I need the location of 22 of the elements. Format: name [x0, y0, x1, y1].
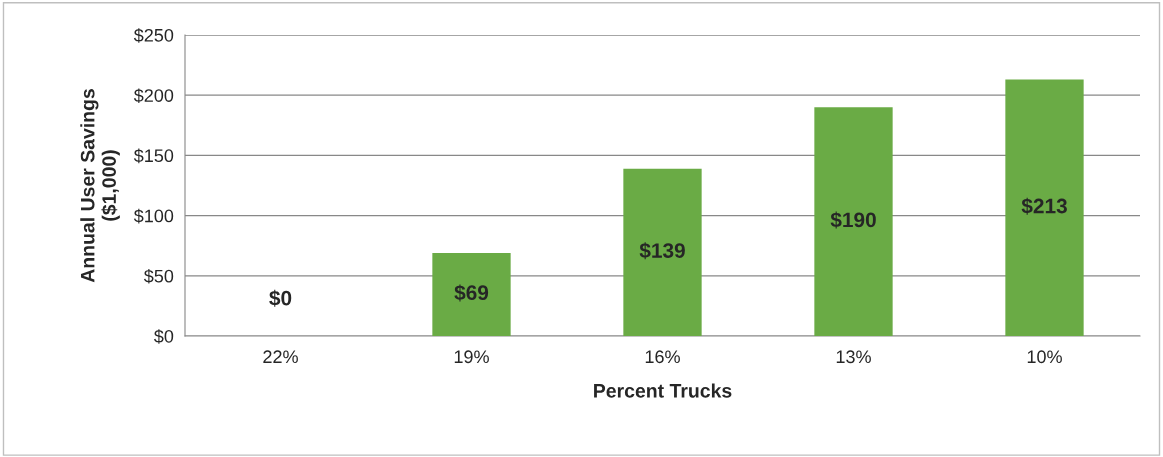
data-label: $213: [1021, 197, 1067, 215]
y-axis-title: Annual User Savings ($1,000): [80, 89, 120, 283]
bar: [1005, 79, 1084, 336]
y-tick-label: $150: [133, 148, 174, 164]
data-label: $139: [639, 242, 685, 260]
x-tick-label: 10%: [1027, 350, 1062, 364]
data-label: $69: [454, 284, 489, 302]
y-tick-label: $100: [133, 208, 174, 224]
data-label: $190: [830, 211, 876, 229]
bar: [432, 252, 511, 336]
bar: [814, 107, 893, 336]
y-tick-label: $50: [143, 268, 174, 284]
y-tick-label: $200: [133, 88, 174, 103]
y-tick-label: $0: [154, 329, 174, 344]
x-tick-label: 13%: [836, 350, 871, 364]
data-label: $0: [269, 289, 292, 307]
y-tick-label: $250: [133, 28, 174, 43]
x-tick-label: 19%: [454, 350, 489, 364]
bar: [623, 168, 702, 336]
x-tick-label: 16%: [645, 350, 680, 364]
x-tick-label: 22%: [263, 350, 298, 364]
x-axis-title: Percent Trucks: [594, 383, 732, 398]
